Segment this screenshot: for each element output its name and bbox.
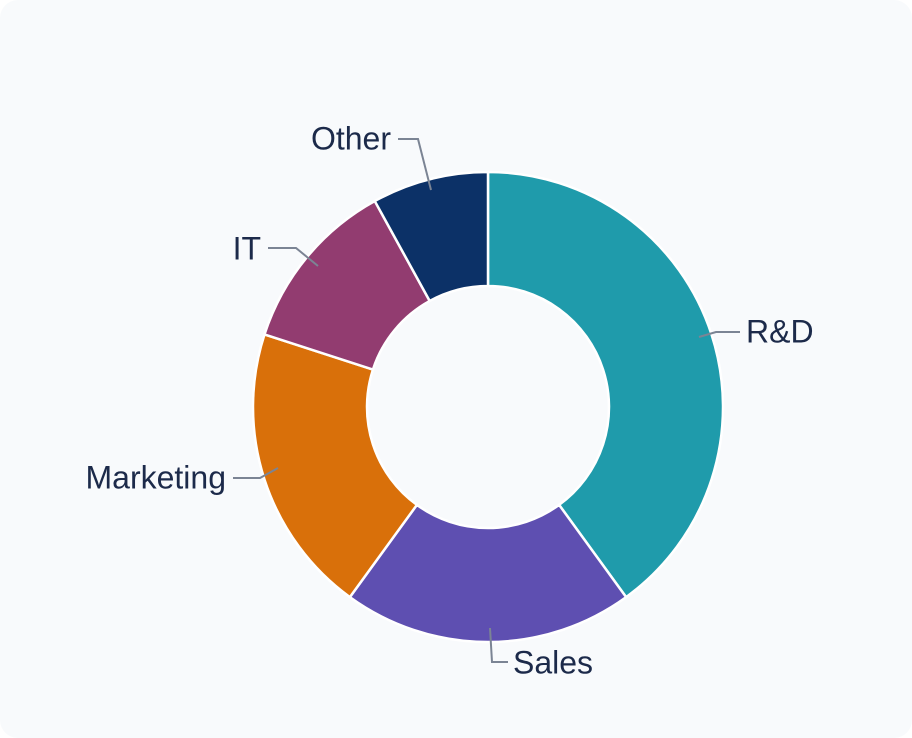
slice-r-d: [486, 170, 725, 599]
slice-other: [373, 170, 490, 303]
slice-label-sales: Sales: [513, 644, 593, 680]
slice-marketing: [251, 333, 419, 599]
leader-line-marketing: [233, 467, 279, 479]
slice-label-it: IT: [233, 230, 261, 266]
slice-label-other: Other: [311, 120, 391, 156]
leader-line-other: [398, 138, 432, 191]
leader-line-sales: [489, 627, 508, 663]
leader-lines: [233, 138, 740, 663]
slice-label-r-d: R&D: [746, 313, 814, 349]
leader-line-r-d: [698, 331, 740, 338]
slice-label-marketing: Marketing: [86, 459, 227, 495]
leader-line-it: [268, 247, 319, 267]
slice-labels: R&D Sales Marketing IT Other: [86, 120, 814, 680]
donut-slices: [251, 170, 725, 644]
slice-sales: [348, 503, 628, 644]
